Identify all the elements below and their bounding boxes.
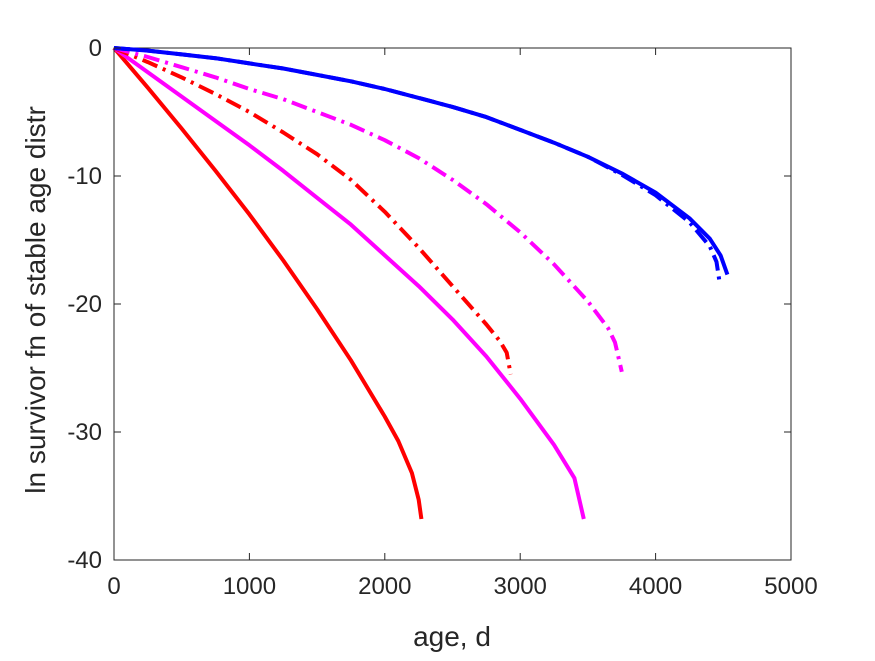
y-tick-label: -30 <box>67 419 102 446</box>
series-line-4 <box>113 46 624 373</box>
x-tick-label: 1000 <box>223 573 276 600</box>
y-tick-label: -20 <box>67 291 102 318</box>
series-line-2 <box>112 46 586 520</box>
y-tick-label: -10 <box>67 163 102 190</box>
y-tick-label: 0 <box>89 35 102 62</box>
x-tick-label: 0 <box>107 573 120 600</box>
x-tick-label: 5000 <box>764 573 817 600</box>
x-tick-label: 3000 <box>494 573 547 600</box>
series-line-6 <box>113 46 722 280</box>
x-tick-label: 4000 <box>629 573 682 600</box>
y-tick-label: -40 <box>67 547 102 574</box>
y-axis-title: ln survivor fn of stable age distr <box>20 106 51 494</box>
x-axis-title: age, d <box>413 621 491 652</box>
tick-layer: 0 1000 2000 3000 4000 5000 0 -10 -20 -30 -40 <box>67 35 817 600</box>
series-layer <box>112 46 730 520</box>
series-line-1 <box>112 46 424 520</box>
x-tick-label: 2000 <box>358 573 411 600</box>
plot-frame <box>113 47 792 561</box>
series-line-3 <box>113 46 513 375</box>
